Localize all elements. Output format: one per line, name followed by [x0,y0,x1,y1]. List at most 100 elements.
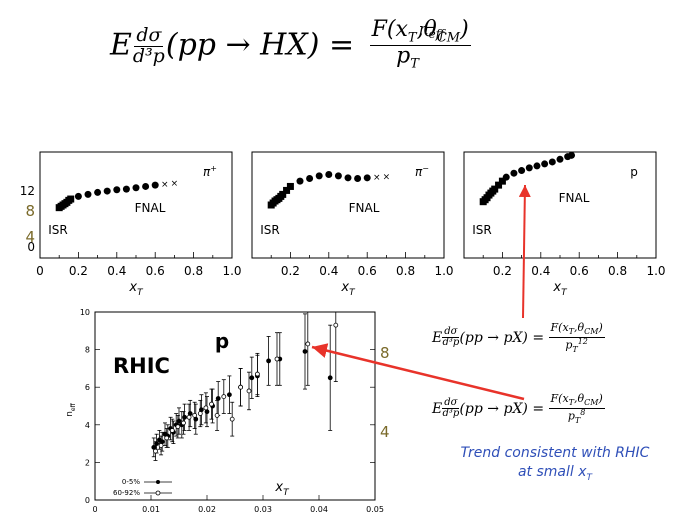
rhic-point-peripheral [153,448,158,454]
rhic-x-tick-label: 0.02 [198,505,216,514]
fnal-cross-point: × [161,180,169,190]
panel-particle-label: π− [415,164,429,179]
fnal-point [548,158,556,166]
rhic-point-peripheral [246,388,252,394]
rhic-x-label: xT [274,480,290,498]
rhic-x-tick-label: 0 [92,505,97,514]
fnal-point [510,169,518,177]
x-tick-label: 0.4 [107,264,126,278]
rhic-right-tick: 4 [380,423,390,441]
rhic-y-tick-label: 0 [85,496,90,505]
isr-point [495,181,503,189]
isr-label: ISR [48,223,68,237]
rhic-y-tick-label: 8 [85,346,90,355]
rhic-point-peripheral [169,428,175,433]
x-tick-label: 0.6 [570,264,589,278]
rhic-point-central [226,392,232,398]
rhic-point-peripheral [203,405,209,411]
rhic-x-tick-label: 0.04 [310,505,328,514]
fnal-point [568,151,576,159]
x-axis-sub: T [137,288,144,298]
fnal-label: FNAL [135,201,166,215]
rhic-point-peripheral [333,322,339,328]
x-tick-label: 0.6 [358,264,377,278]
x-tick-label: 1.0 [222,264,241,278]
y-tick-label: 12 [20,184,35,198]
x-tick-label: 0.2 [281,264,300,278]
x-tick-label: 0.8 [608,264,627,278]
rhic-point-central [302,349,308,354]
fnal-point [94,188,102,196]
fnal-point [132,184,140,192]
fnal-point [541,160,549,168]
rhic-point-peripheral [214,412,220,418]
rhic-y-label-sub: eff [70,402,77,411]
rhic-point-peripheral [305,341,311,347]
fnal-point [306,175,314,182]
fnal-point [325,171,333,179]
x-tick-label: 1.0 [434,264,453,278]
x-axis-label: xT [128,280,144,298]
legend-label-peripheral: 60-92% [113,489,140,497]
eq-E: E [110,27,132,63]
eq-process: (pp → HX) = [165,27,355,63]
annotation-line1: Trend consistent with RHIC [460,445,650,461]
rhic-label: RHIC [113,354,170,378]
rhic-x-tick-label: 0.03 [254,505,272,514]
isr-label: ISR [472,223,492,237]
rhic-point-peripheral [197,411,203,416]
rhic-point-peripheral [209,401,214,407]
fnal-point [344,174,352,182]
x-tick-label: 0.6 [146,264,165,278]
isr-point [286,182,294,190]
fnal-point [525,164,533,172]
rhic-point-peripheral [186,414,192,420]
fnal-point [103,187,111,195]
legend-marker-central [156,480,160,484]
x-tick-label: 0 [36,264,44,278]
rhic-point-peripheral [192,412,198,418]
fnal-label: FNAL [349,201,380,215]
isr-point [283,186,291,194]
rhic-x-tick-label: 0.05 [366,505,384,514]
y-tick-label: 0 [27,240,35,254]
fnal-cross-point: × [373,173,381,183]
legend-marker-peripheral [155,490,161,496]
x-tick-label: 0.2 [493,264,512,278]
fnal-point [502,173,510,181]
rhic-point-central [249,375,255,381]
panel-charge: − [422,164,429,173]
fnal-point [556,155,564,163]
fnal-cross-point: × [383,173,391,183]
fnal-point [113,186,121,194]
fnal-point [142,182,150,190]
eq-d3p: d³p [132,45,165,68]
isr-label: ISR [260,223,280,237]
isr-point [67,195,75,203]
rhic-point-peripheral [175,424,181,430]
x-tick-label: 0.8 [396,264,415,278]
rhic-y-tick-label: 2 [85,458,90,467]
arrow-to-proton-panel [518,184,531,319]
panel-particle-label: π+ [203,164,217,179]
legend-label-central: 0-5% [122,478,140,486]
x-axis-label: xT [340,280,356,298]
panel-frame-3 [463,151,657,259]
rhic-point-peripheral [238,384,244,390]
rhic-point-peripheral [158,443,164,448]
fnal-point [315,172,323,180]
rhic-point-peripheral [229,416,235,422]
fnal-cross-point: × [171,179,179,189]
rhic-point-central [327,375,333,381]
isr-point [279,190,287,198]
rhic-point-peripheral [164,435,170,441]
fnal-point [296,177,304,185]
fnal-point [84,190,92,198]
y-tick-label: 8 [25,202,35,220]
rhic-y-tick-label: 10 [80,308,90,317]
isr-point [498,177,506,185]
rhic-y-tick-label: 6 [85,383,90,392]
x-tick-label: 0.8 [184,264,203,278]
fnal-point [363,174,371,182]
